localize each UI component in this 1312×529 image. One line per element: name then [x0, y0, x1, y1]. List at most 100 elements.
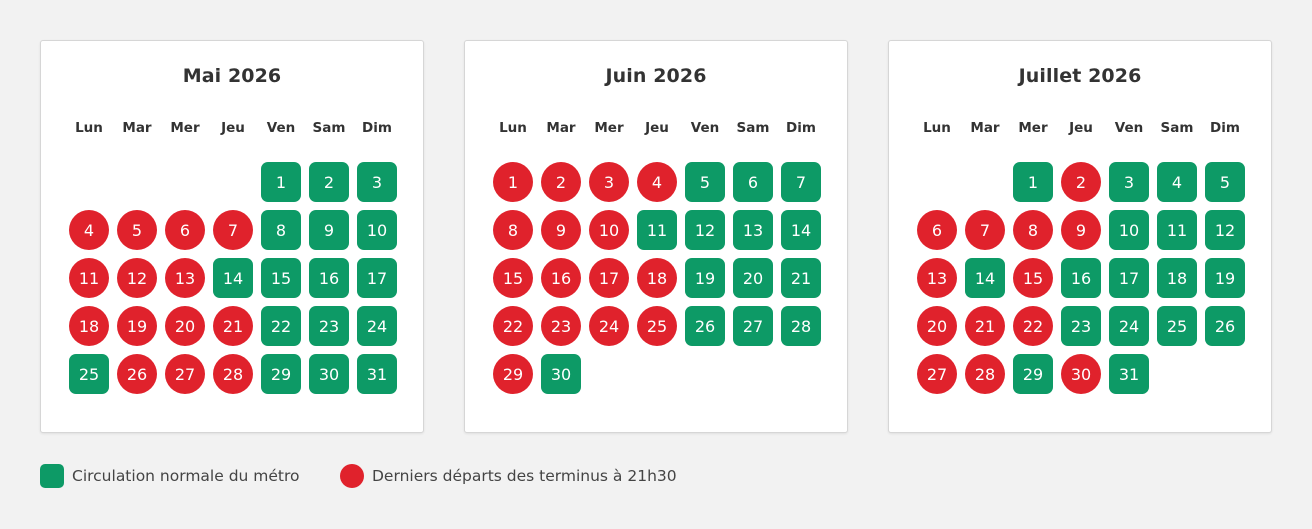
day-normal-service: 16	[309, 258, 349, 298]
red-circle-swatch-icon	[340, 464, 364, 488]
day-late-departure: 7	[213, 210, 253, 250]
weekday-label: Ven	[690, 120, 720, 136]
day-normal-service: 15	[261, 258, 301, 298]
day-late-departure: 16	[541, 258, 581, 298]
day-late-departure: 6	[917, 210, 957, 250]
day-normal-service: 30	[541, 354, 581, 394]
day-late-departure: 25	[637, 306, 677, 346]
weekday-label: Mer	[170, 120, 200, 136]
day-normal-service: 10	[1109, 210, 1149, 250]
weekday-header-row: Lun Mar Mer Jeu Ven Sam Dim	[465, 120, 847, 140]
day-late-departure: 18	[69, 306, 109, 346]
weekday-label: Sam	[736, 120, 770, 136]
day-normal-service: 29	[261, 354, 301, 394]
day-normal-service: 24	[357, 306, 397, 346]
day-normal-service: 26	[685, 306, 725, 346]
day-late-departure: 20	[917, 306, 957, 346]
day-late-departure: 5	[117, 210, 157, 250]
weekday-label: Ven	[1114, 120, 1144, 136]
calendar-title: Mai 2026	[182, 65, 282, 87]
day-normal-service: 5	[1205, 162, 1245, 202]
day-late-departure: 18	[637, 258, 677, 298]
day-normal-service: 8	[261, 210, 301, 250]
day-late-departure: 2	[1061, 162, 1101, 202]
weekday-label: Dim	[362, 120, 392, 136]
day-late-departure: 22	[1013, 306, 1053, 346]
day-normal-service: 1	[261, 162, 301, 202]
day-normal-service: 18	[1157, 258, 1197, 298]
day-late-departure: 27	[917, 354, 957, 394]
weekday-header-row: Lun Mar Mer Jeu Ven Sam Dim	[889, 120, 1271, 140]
day-normal-service: 25	[1157, 306, 1197, 346]
calendar-july-2026: Juillet 2026 Lun Mar Mer Jeu Ven Sam Dim…	[888, 40, 1272, 433]
green-square-swatch-icon	[40, 464, 64, 488]
day-late-departure: 24	[589, 306, 629, 346]
day-late-departure: 1	[493, 162, 533, 202]
legend-item-late: Derniers départs des terminus à 21h30	[340, 464, 677, 488]
weekday-label: Lun	[923, 120, 951, 136]
day-normal-service: 19	[685, 258, 725, 298]
weekday-label: Mar	[546, 120, 576, 136]
day-late-departure: 4	[69, 210, 109, 250]
calendar-days-grid: 1 2 3 4 5 6 7 8 9 10 11 12 13 14 15 16 17 18 19 20 21 22 23 24 2…	[465, 41, 847, 432]
day-normal-service: 10	[357, 210, 397, 250]
day-normal-service: 12	[1205, 210, 1245, 250]
day-normal-service: 24	[1109, 306, 1149, 346]
day-late-departure: 15	[493, 258, 533, 298]
day-late-departure: 19	[117, 306, 157, 346]
day-normal-service: 2	[309, 162, 349, 202]
day-normal-service: 25	[69, 354, 109, 394]
day-normal-service: 7	[781, 162, 821, 202]
day-late-departure: 15	[1013, 258, 1053, 298]
day-normal-service: 20	[733, 258, 773, 298]
day-normal-service: 12	[685, 210, 725, 250]
day-late-departure: 2	[541, 162, 581, 202]
day-late-departure: 21	[213, 306, 253, 346]
day-late-departure: 12	[117, 258, 157, 298]
calendar-title: Juillet 2026	[1018, 65, 1142, 87]
day-late-departure: 9	[541, 210, 581, 250]
day-normal-service: 17	[357, 258, 397, 298]
day-normal-service: 30	[309, 354, 349, 394]
day-normal-service: 29	[1013, 354, 1053, 394]
day-normal-service: 4	[1157, 162, 1197, 202]
legend-item-normal: Circulation normale du métro	[40, 464, 300, 488]
day-late-departure: 9	[1061, 210, 1101, 250]
day-late-departure: 21	[965, 306, 1005, 346]
day-normal-service: 13	[733, 210, 773, 250]
weekday-label: Lun	[75, 120, 103, 136]
day-normal-service: 16	[1061, 258, 1101, 298]
weekday-label: Mer	[1018, 120, 1048, 136]
day-normal-service: 3	[1109, 162, 1149, 202]
day-late-departure: 23	[541, 306, 581, 346]
day-normal-service: 3	[357, 162, 397, 202]
day-normal-service: 14	[965, 258, 1005, 298]
weekday-label: Sam	[312, 120, 346, 136]
calendar-days-grid: 1 2 3 4 5 6 7 8 9 10 11 12 13 14 15 16 17 18 19 20 21 22 23 24 2…	[889, 41, 1271, 432]
day-normal-service: 28	[781, 306, 821, 346]
calendar-title: Juin 2026	[605, 65, 707, 87]
day-late-departure: 22	[493, 306, 533, 346]
day-late-departure: 20	[165, 306, 205, 346]
day-late-departure: 27	[165, 354, 205, 394]
day-late-departure: 29	[493, 354, 533, 394]
day-normal-service: 14	[213, 258, 253, 298]
day-late-departure: 30	[1061, 354, 1101, 394]
day-normal-service: 21	[781, 258, 821, 298]
day-normal-service: 23	[309, 306, 349, 346]
day-normal-service: 31	[357, 354, 397, 394]
day-late-departure: 7	[965, 210, 1005, 250]
day-normal-service: 14	[781, 210, 821, 250]
day-normal-service: 1	[1013, 162, 1053, 202]
day-late-departure: 17	[589, 258, 629, 298]
day-late-departure: 6	[165, 210, 205, 250]
day-normal-service: 11	[1157, 210, 1197, 250]
weekday-label: Jeu	[645, 120, 669, 136]
weekday-label: Jeu	[1069, 120, 1093, 136]
day-late-departure: 13	[917, 258, 957, 298]
day-normal-service: 5	[685, 162, 725, 202]
weekday-label: Lun	[499, 120, 527, 136]
